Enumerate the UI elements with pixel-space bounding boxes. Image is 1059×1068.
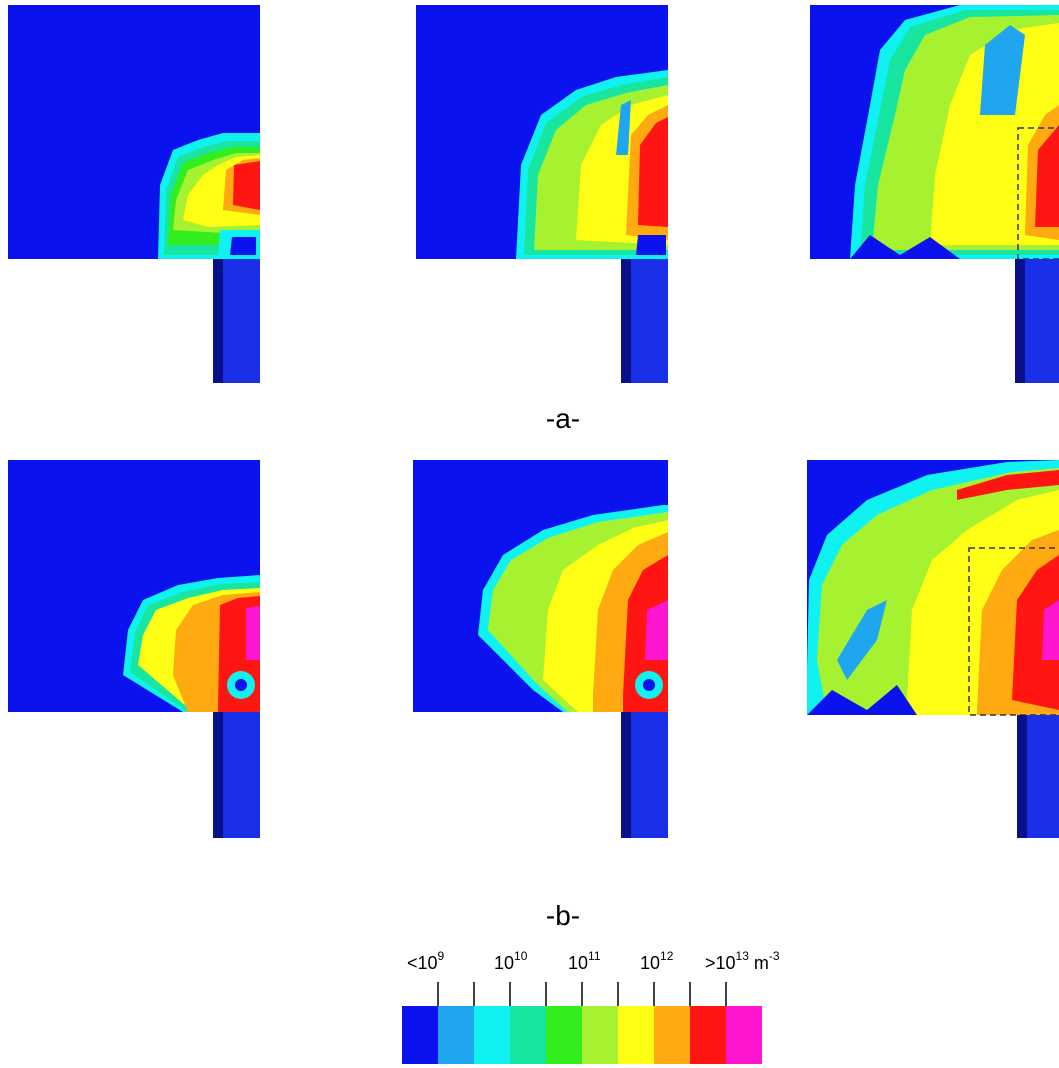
caption-row-a: -a- <box>545 403 581 434</box>
colorbar-label-base: <10 <box>407 953 438 973</box>
colorbar-label-exp: 13 <box>735 949 749 963</box>
density-contour-l0-pocket <box>235 679 247 691</box>
colorbar-label-1e12: 1012 <box>640 948 673 973</box>
density-contour-l8 <box>1035 125 1059 227</box>
colorbar-label-base: 10 <box>640 953 661 973</box>
density-contour-l9 <box>645 600 668 660</box>
caption-row-b: -b- <box>545 900 581 931</box>
density-contour-l0-gap <box>636 235 666 255</box>
density-contour-l0-pocket <box>643 679 655 691</box>
density-contour-l8 <box>638 117 668 227</box>
density-contour-l0-gap <box>230 237 256 255</box>
contour-panel-a3 <box>810 5 1059 383</box>
contour-panel-a1 <box>8 5 260 383</box>
density-contour-l8 <box>233 161 260 210</box>
colorbar-swatch-2 <box>474 1006 510 1064</box>
density-contour-l9 <box>1042 600 1059 660</box>
colorbar-swatch-8 <box>690 1006 726 1064</box>
rod-shade <box>213 259 223 383</box>
colorbar-label-exp: 10 <box>514 949 528 963</box>
colorbar-unit-exp: -3 <box>768 949 780 963</box>
colorbar-label-exp: 9 <box>437 949 445 963</box>
colorbar-swatch-4 <box>546 1006 582 1064</box>
colorbar-label-exp: 12 <box>660 949 674 963</box>
contour-panel-b1 <box>8 460 260 838</box>
colorbar-swatch-7 <box>654 1006 690 1064</box>
rod-shade <box>213 712 223 838</box>
colorbar-swatch-0 <box>402 1006 438 1064</box>
dashed-box <box>968 547 1059 716</box>
colorbar <box>402 982 762 1064</box>
density-contour-l1-streak <box>837 600 887 680</box>
rod-shade <box>621 712 631 838</box>
contour-panel-b3 <box>807 460 1059 838</box>
density-contour-l1 <box>980 25 1025 115</box>
density-contour-l9 <box>246 606 260 660</box>
colorbar-label-1e11: 1011 <box>568 948 601 973</box>
colorbar-unit-base: m <box>753 953 769 973</box>
colorbar-unit: m-3 <box>753 949 780 973</box>
density-contour-l1 <box>616 100 631 155</box>
density-contour-l8 <box>1012 555 1059 710</box>
colorbar-swatch-3 <box>510 1006 546 1064</box>
rod-shade <box>621 259 631 383</box>
colorbar-label-1e10: 1010 <box>494 948 527 973</box>
colorbar-swatch-9 <box>726 1006 762 1064</box>
density-contour-l0-gap <box>850 235 960 259</box>
colorbar-label-1e13: >1013 m-3 <box>705 948 780 973</box>
colorbar-label-base: 10 <box>568 953 589 973</box>
colorbar-label-exp: 11 <box>588 949 601 963</box>
colorbar-swatch-6 <box>618 1006 654 1064</box>
contour-panel-b2 <box>413 460 668 838</box>
colorbar-label-base: >10 <box>705 953 736 973</box>
density-contour-l8 <box>623 555 668 712</box>
density-contour-l0-gap <box>807 685 917 715</box>
density-contour-l8-top <box>957 470 1059 500</box>
contour-panel-a2 <box>416 5 668 383</box>
colorbar-label-1e9: <109 <box>407 948 444 973</box>
colorbar-label-base: 10 <box>494 953 515 973</box>
rod-shade <box>1017 715 1027 838</box>
colorbar-swatch-5 <box>582 1006 618 1064</box>
colorbar-swatch-1 <box>438 1006 474 1064</box>
rod-shade <box>1015 259 1025 383</box>
